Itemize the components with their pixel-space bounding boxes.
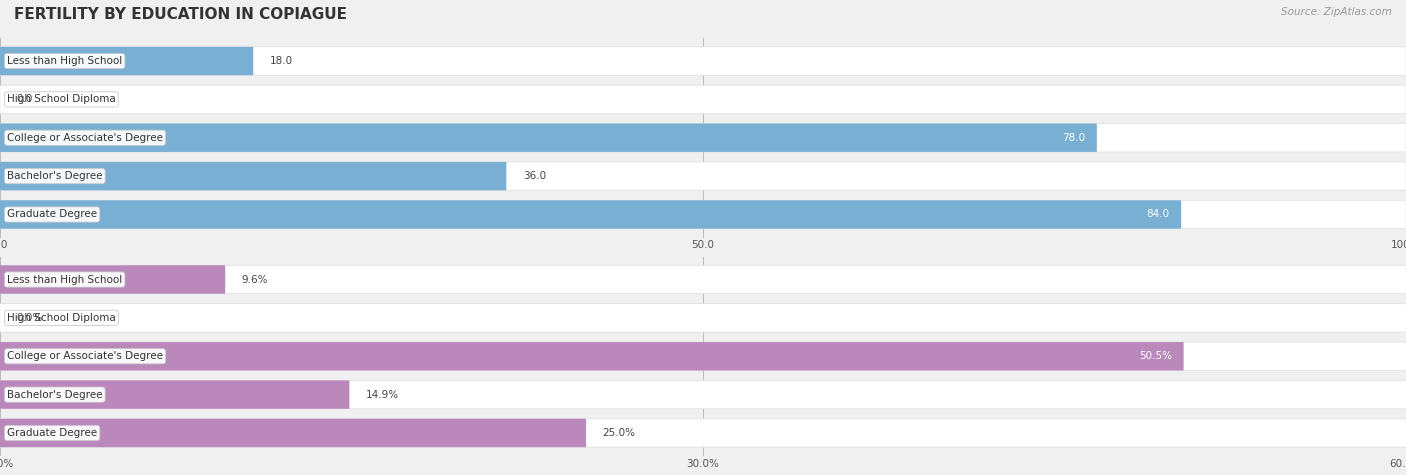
FancyBboxPatch shape bbox=[0, 124, 1406, 152]
FancyBboxPatch shape bbox=[0, 266, 1406, 294]
Text: Graduate Degree: Graduate Degree bbox=[7, 428, 97, 438]
Text: 25.0%: 25.0% bbox=[603, 428, 636, 438]
FancyBboxPatch shape bbox=[0, 200, 1406, 228]
Text: Less than High School: Less than High School bbox=[7, 275, 122, 285]
Text: Bachelor's Degree: Bachelor's Degree bbox=[7, 390, 103, 399]
Text: FERTILITY BY EDUCATION IN COPIAGUE: FERTILITY BY EDUCATION IN COPIAGUE bbox=[14, 7, 347, 22]
Text: Graduate Degree: Graduate Degree bbox=[7, 209, 97, 219]
Text: 9.6%: 9.6% bbox=[242, 275, 269, 285]
FancyBboxPatch shape bbox=[0, 266, 225, 294]
Text: High School Diploma: High School Diploma bbox=[7, 313, 115, 323]
Text: 0.0: 0.0 bbox=[17, 95, 34, 104]
FancyBboxPatch shape bbox=[0, 419, 1406, 447]
FancyBboxPatch shape bbox=[0, 342, 1184, 370]
Text: 36.0: 36.0 bbox=[523, 171, 546, 181]
Text: 50.5%: 50.5% bbox=[1139, 351, 1173, 361]
Text: 0.0%: 0.0% bbox=[17, 313, 44, 323]
Text: College or Associate's Degree: College or Associate's Degree bbox=[7, 133, 163, 143]
Text: 84.0: 84.0 bbox=[1147, 209, 1170, 219]
Text: 18.0: 18.0 bbox=[270, 56, 292, 66]
FancyBboxPatch shape bbox=[0, 162, 1406, 190]
FancyBboxPatch shape bbox=[0, 47, 1406, 75]
FancyBboxPatch shape bbox=[0, 304, 1406, 332]
Text: High School Diploma: High School Diploma bbox=[7, 95, 115, 104]
FancyBboxPatch shape bbox=[0, 380, 1406, 409]
FancyBboxPatch shape bbox=[0, 200, 1181, 228]
Text: College or Associate's Degree: College or Associate's Degree bbox=[7, 351, 163, 361]
FancyBboxPatch shape bbox=[0, 47, 253, 75]
FancyBboxPatch shape bbox=[0, 342, 1406, 370]
Text: Bachelor's Degree: Bachelor's Degree bbox=[7, 171, 103, 181]
FancyBboxPatch shape bbox=[0, 162, 506, 190]
Text: Less than High School: Less than High School bbox=[7, 56, 122, 66]
Text: 14.9%: 14.9% bbox=[366, 390, 399, 399]
FancyBboxPatch shape bbox=[0, 419, 586, 447]
FancyBboxPatch shape bbox=[0, 85, 1406, 114]
Text: 78.0: 78.0 bbox=[1063, 133, 1085, 143]
FancyBboxPatch shape bbox=[0, 380, 350, 409]
FancyBboxPatch shape bbox=[0, 124, 1097, 152]
Text: Source: ZipAtlas.com: Source: ZipAtlas.com bbox=[1281, 7, 1392, 17]
